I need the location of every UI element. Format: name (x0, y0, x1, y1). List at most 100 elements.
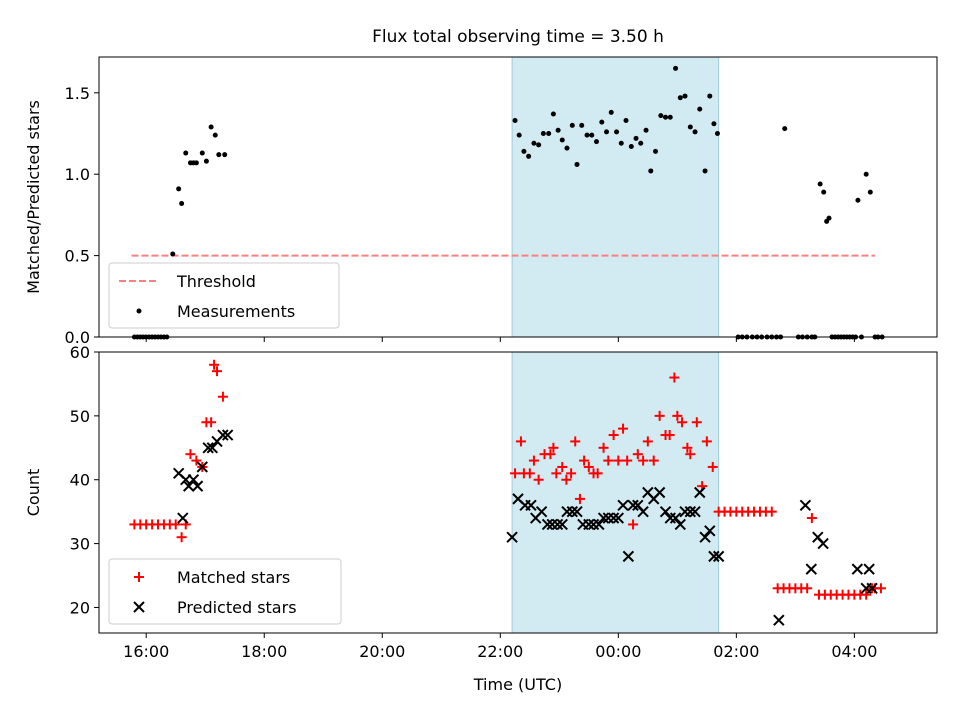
observing-span-highlight (511, 351, 720, 634)
predicted-stars-point (506, 531, 518, 543)
matched-stars-point (608, 430, 619, 441)
x-stroke-b (866, 582, 878, 595)
matched-stars-point (861, 589, 872, 600)
x-stroke-b (669, 512, 682, 524)
measurement-point (564, 145, 570, 151)
matched-stars-point (707, 461, 718, 472)
y-tick-label: 50 (70, 407, 90, 426)
predicted-stars-point (799, 499, 812, 511)
predicted-stars-point (617, 499, 629, 511)
predicted-stars-point (712, 550, 725, 563)
x-stroke-b (556, 518, 568, 531)
x-stroke-b (773, 614, 785, 626)
predicted-stars-point (694, 486, 706, 499)
x-stroke-b (699, 531, 711, 543)
predicted-stars-point (597, 512, 610, 524)
measurement-point (702, 168, 708, 174)
matched-stars-point (185, 449, 196, 460)
x-stroke-b (622, 550, 635, 563)
matched-stars-point (672, 410, 683, 421)
measurement-point (682, 93, 688, 99)
x-stroke-b (817, 537, 829, 550)
matched-stars-point (561, 474, 572, 485)
measurement-point (817, 181, 823, 187)
predicted-stars-point (541, 518, 554, 531)
matched-stars-point (691, 417, 702, 428)
x-stroke-b (799, 499, 812, 511)
measurement-point (855, 197, 861, 203)
matched-stars-point (217, 391, 228, 402)
matched-stars-point (545, 449, 556, 460)
matched-stars-point (654, 410, 665, 421)
x-stroke-b (551, 518, 564, 531)
x-stroke-b (535, 505, 548, 518)
y-axis-label: Count (24, 469, 43, 517)
x-stroke-b (593, 518, 605, 531)
measurement-point (170, 251, 176, 257)
predicted-stars-point (669, 512, 682, 524)
measurement-point (208, 124, 214, 130)
y-tick-label: 30 (70, 535, 90, 554)
x-stroke-b (805, 563, 818, 575)
y-axis-label: Matched/Predicted stars (24, 100, 43, 294)
x-tick-label: 16:00 (123, 642, 169, 661)
matched-stars-point (592, 468, 603, 479)
predicted-stars-point (196, 461, 208, 473)
matched-stars-point (682, 442, 693, 453)
measurement-point (183, 150, 189, 156)
x-stroke-b (196, 461, 208, 473)
measurement-point (536, 142, 542, 148)
predicted-stars-point (773, 614, 785, 626)
predicted-stars-point (653, 486, 666, 499)
predicted-stars-point (202, 442, 214, 454)
x-stroke-b (541, 518, 554, 531)
axes-frame (98, 351, 938, 634)
matched-stars-point (802, 583, 813, 594)
x-stroke-b (863, 563, 875, 575)
measurement-point (193, 160, 199, 166)
matched-stars-point (766, 506, 777, 517)
x-stroke-b (812, 531, 824, 543)
matched-stars-point (579, 455, 590, 466)
measurement-point (531, 140, 537, 146)
measurement-point (648, 168, 654, 174)
matched-stars-point (548, 442, 559, 453)
matched-stars-point (875, 583, 886, 594)
measurement-point (697, 106, 703, 112)
x-stroke-b (674, 518, 686, 531)
y-tick-label: 1.5 (65, 84, 90, 103)
x-stroke-b (512, 493, 524, 505)
predicted-stars-point (817, 537, 829, 550)
matched-stars-point (557, 461, 568, 472)
observing-span-highlight (511, 56, 720, 338)
measurement-point (222, 152, 228, 158)
measurement-point (628, 144, 634, 150)
measurement-point (216, 152, 222, 158)
predicted-stars-point (851, 563, 864, 575)
predicted-stars-point (551, 518, 564, 531)
top-panel: 0.0 0.5 1.0 1.5 Matched/Predicted stars Thres… (24, 56, 938, 347)
measurement-point (199, 150, 205, 156)
measurement-point (677, 95, 683, 101)
axes-frame (98, 56, 938, 338)
matched-stars-point (212, 366, 223, 377)
measurement-point (540, 131, 546, 137)
matched-stars-point (669, 372, 680, 383)
predicted-stars-point (674, 518, 686, 531)
measurement-point (653, 148, 659, 154)
predicted-stars-point (659, 505, 672, 518)
matched-stars-point (677, 417, 688, 428)
matched-stars-point (598, 442, 609, 453)
predicted-stars-point (805, 563, 818, 575)
predicted-stars-point (684, 505, 697, 518)
measurement-point (608, 109, 614, 115)
legend-label: Threshold (176, 272, 256, 291)
predicted-stars-point (866, 582, 878, 595)
legend-label: Predicted stars (177, 598, 297, 617)
measurement-point (589, 132, 595, 138)
measurement-point (512, 117, 518, 123)
matched-stars-point (642, 436, 653, 447)
predicted-stars-point (622, 550, 635, 563)
predicted-stars-point (699, 531, 711, 543)
